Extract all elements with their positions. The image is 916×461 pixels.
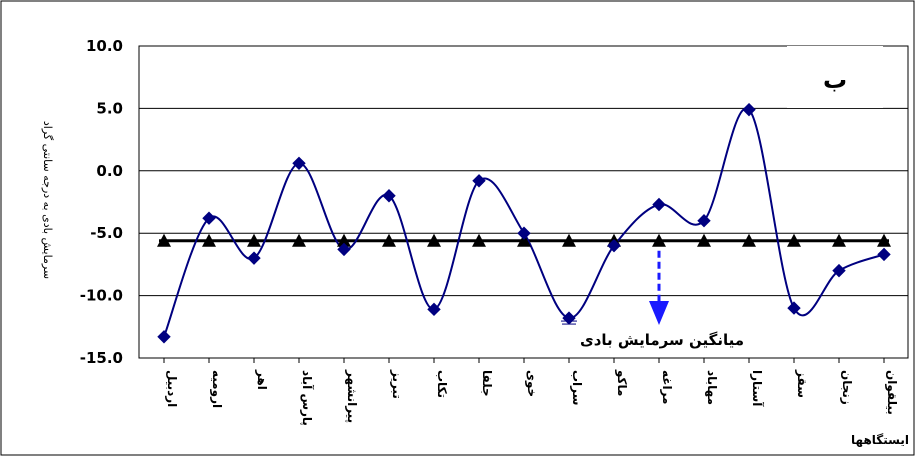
wind-chill-marker <box>787 301 801 315</box>
x-tick-label: خوی <box>524 370 539 397</box>
mean-marker <box>292 233 306 247</box>
x-tick-label: سقز <box>795 369 809 398</box>
mean-marker <box>337 233 351 247</box>
wind-chill-marker <box>247 251 261 265</box>
y-tick-labels: 10.0 5.0 0.0 -5.0 -10.0 -15.0 <box>80 37 123 367</box>
x-tick-label: ماکو <box>614 369 629 396</box>
y-tick-label: 10.0 <box>86 37 123 55</box>
panel-label: ب <box>823 66 847 94</box>
wind-chill-marker <box>337 242 351 257</box>
marker-layer <box>157 102 891 344</box>
y-tick-label: -10.0 <box>80 287 123 305</box>
mean-marker <box>787 233 801 247</box>
mean-marker <box>202 233 216 247</box>
mean-marker <box>697 233 711 247</box>
wind-chill-marker <box>382 189 396 203</box>
x-axis-label: ایستگاهها <box>851 433 909 447</box>
y-axis-label: سرمایش بادی به درجه سانتی گراد <box>41 121 54 279</box>
x-tick-label: سراب <box>570 370 584 405</box>
x-tick-label: تکاب <box>435 370 449 398</box>
y-tick-label: 5.0 <box>96 99 123 117</box>
wind-chill-marker <box>202 211 216 225</box>
annotation-box <box>552 326 772 352</box>
y-tick-label: -5.0 <box>90 224 123 242</box>
wind-chill-marker <box>832 263 846 278</box>
y-tick-label: 0.0 <box>96 162 123 180</box>
mean-marker <box>427 233 441 247</box>
x-tick-label: آستارا <box>750 370 765 407</box>
x-tick-label: پیرانشهر <box>345 369 359 423</box>
wind-chill-marker <box>742 102 756 117</box>
wind-chill-marker <box>877 247 891 262</box>
wind-chill-marker <box>517 226 531 240</box>
x-tick-label: مهاباد <box>705 370 719 405</box>
x-tick-label: اردبیل <box>165 370 179 407</box>
x-tick-label: زنجان <box>840 370 854 405</box>
mean-marker <box>652 233 666 247</box>
wind-chill-marker <box>472 174 486 188</box>
x-tick-label: بیلقوان <box>884 370 899 415</box>
wind-chill-marker <box>697 214 711 228</box>
x-tick-label: اهر <box>255 369 269 390</box>
wind-chill-marker <box>652 197 666 212</box>
wind-chill-marker <box>607 238 621 253</box>
x-tick-label: ارومیه <box>209 370 224 408</box>
mean-marker <box>382 233 396 247</box>
mean-marker <box>832 233 846 247</box>
x-tick-labels: اردبیل ارومیه اهر پارس آباد پیرانشهر تبریز تکا… <box>163 358 899 426</box>
annotation-layer: میانگین سرمایش بادی <box>552 250 772 352</box>
mean-marker <box>517 233 531 247</box>
wind-chill-marker <box>427 302 441 317</box>
x-tick-label: جلفا <box>480 370 494 397</box>
wind-chill-marker <box>292 156 306 171</box>
annotation-arrow-head <box>649 301 669 325</box>
x-tick-label: پارس آباد <box>300 370 315 426</box>
mean-marker <box>877 233 891 247</box>
wind-chill-marker <box>157 330 171 344</box>
x-tick-label: تبریز <box>390 369 404 399</box>
x-tick-label: مراغه <box>660 370 674 404</box>
wind-chill-marker <box>562 311 576 325</box>
mean-marker <box>742 233 756 247</box>
mean-marker <box>562 233 576 247</box>
mean-marker <box>247 233 261 247</box>
annotation-text: میانگین سرمایش بادی <box>580 331 744 349</box>
y-tick-label: -15.0 <box>80 349 123 367</box>
mean-marker <box>472 233 486 247</box>
panel-label-box <box>787 46 883 108</box>
wind-chill-line <box>163 107 885 338</box>
mean-marker <box>157 233 171 247</box>
